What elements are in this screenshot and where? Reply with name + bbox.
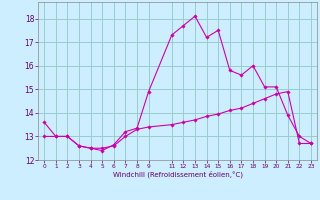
- X-axis label: Windchill (Refroidissement éolien,°C): Windchill (Refroidissement éolien,°C): [113, 171, 243, 178]
